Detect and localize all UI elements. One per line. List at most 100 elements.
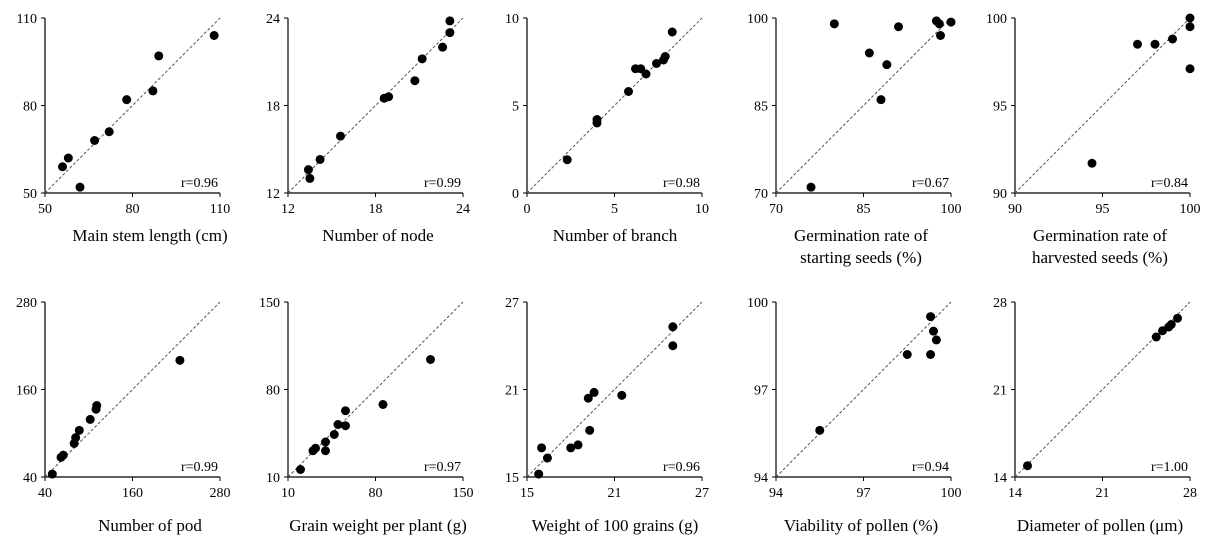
diagonal-reference-line [526, 17, 703, 194]
y-tick-label: 100 [747, 296, 768, 311]
x-tick-label: 18 [369, 202, 383, 217]
x-tick-label: 80 [126, 202, 140, 217]
y-tick-label: 95 [993, 100, 1007, 115]
data-point [668, 322, 678, 332]
data-point [864, 48, 874, 58]
y-tick-label: 40 [23, 471, 37, 486]
diagonal-reference-line [775, 301, 952, 478]
data-point [378, 400, 388, 409]
y-tick-label: 50 [23, 187, 37, 202]
x-tick-label: 97 [857, 486, 871, 501]
data-point [58, 450, 68, 460]
data-point [585, 425, 595, 435]
y-tick-label: 18 [266, 100, 280, 115]
x-tick-label: 12 [281, 202, 295, 217]
y-tick-label: 100 [986, 12, 1007, 27]
x-tick-label: 15 [520, 486, 534, 501]
data-point [296, 465, 305, 474]
data-point [445, 28, 455, 38]
data-point [946, 17, 956, 27]
diagonal-reference-line [1014, 17, 1191, 194]
x-tick-label: 160 [122, 486, 143, 501]
y-tick-label: 27 [505, 296, 519, 311]
data-point [333, 420, 343, 429]
data-point [63, 153, 73, 163]
correlation-label: r=0.98 [663, 176, 700, 191]
data-point [122, 95, 132, 105]
x-axis-title: Grain weight per plant (g) [289, 516, 467, 535]
y-tick-label: 24 [266, 12, 280, 27]
y-tick-label: 21 [993, 384, 1007, 399]
correlation-label: r=1.00 [1151, 460, 1188, 475]
y-tick-label: 85 [754, 100, 768, 115]
data-point [148, 86, 158, 96]
data-point [445, 16, 455, 26]
y-tick-label: 280 [16, 296, 37, 311]
data-point [882, 60, 892, 70]
data-point [936, 31, 945, 40]
scatter-panel: 70 85 100 70 85 100 r=0.67 Germination rate of s… [747, 12, 962, 267]
data-point [341, 421, 350, 431]
x-tick-label: 21 [608, 486, 622, 501]
data-point [311, 443, 320, 453]
y-tick-label: 10 [505, 12, 519, 27]
y-tick-label: 97 [754, 384, 768, 399]
data-point [47, 469, 57, 479]
x-tick-label: 21 [1096, 486, 1110, 501]
y-tick-label: 90 [993, 187, 1007, 202]
y-tick-label: 160 [16, 384, 37, 399]
y-tick-label: 110 [17, 12, 37, 27]
data-point [104, 127, 114, 137]
data-point [583, 393, 593, 403]
data-point [815, 425, 825, 435]
data-point [926, 350, 936, 359]
scatter-panel: 10 80 150 10 80 150 r=0.97 Grain weight per pla… [259, 296, 474, 535]
data-point [85, 414, 95, 424]
data-point [321, 437, 330, 447]
scatter-panel: 12 18 24 12 18 24 r=0.99 Number of node [266, 12, 470, 245]
data-point [315, 154, 325, 164]
data-point [1087, 158, 1097, 168]
x-axis-title: Number of pod [98, 516, 202, 535]
data-point [71, 433, 81, 443]
data-point [1023, 461, 1032, 471]
data-point [562, 155, 572, 165]
diagonal-reference-line [775, 17, 952, 194]
x-axis-title: Number of node [322, 226, 433, 245]
data-point [1133, 39, 1142, 49]
data-point [90, 136, 100, 145]
x-tick-label: 14 [1008, 486, 1022, 501]
correlation-label: r=0.67 [912, 176, 949, 191]
data-point [542, 453, 552, 463]
x-tick-label: 100 [941, 486, 962, 501]
x-tick-label: 24 [456, 202, 470, 217]
data-point [667, 27, 677, 37]
data-point [589, 387, 599, 397]
data-point [902, 350, 912, 359]
data-point [1185, 64, 1195, 74]
scatter-panel: 94 97 100 94 97 100 r=0.94 Viability of pollen … [747, 296, 962, 535]
correlation-label: r=0.96 [181, 176, 218, 191]
data-point [641, 69, 651, 79]
y-tick-label: 28 [993, 296, 1007, 311]
data-point [1168, 34, 1177, 44]
data-point [1150, 39, 1160, 49]
diagonal-reference-line [287, 17, 464, 194]
x-axis-title: Weight of 100 grains (g) [532, 516, 699, 535]
x-tick-label: 150 [453, 486, 474, 501]
x-axis-title: Viability of pollen (%) [784, 516, 938, 535]
x-tick-label: 0 [524, 202, 531, 217]
x-tick-label: 95 [1096, 202, 1110, 217]
y-tick-label: 15 [505, 471, 519, 486]
data-point [931, 335, 941, 345]
x-tick-label: 5 [611, 202, 618, 217]
data-point [1185, 22, 1195, 32]
data-point [58, 162, 67, 172]
scatter-panel: 90 95 100 90 95 100 r=0.84 Germination rate of h… [986, 12, 1201, 267]
data-point [329, 430, 339, 439]
x-tick-label: 100 [941, 202, 962, 217]
correlation-label: r=0.96 [663, 460, 700, 475]
x-tick-label: 10 [281, 486, 295, 501]
scatter-panel: 50 80 110 50 80 110 r=0.96 Main stem length (cm… [17, 12, 231, 245]
